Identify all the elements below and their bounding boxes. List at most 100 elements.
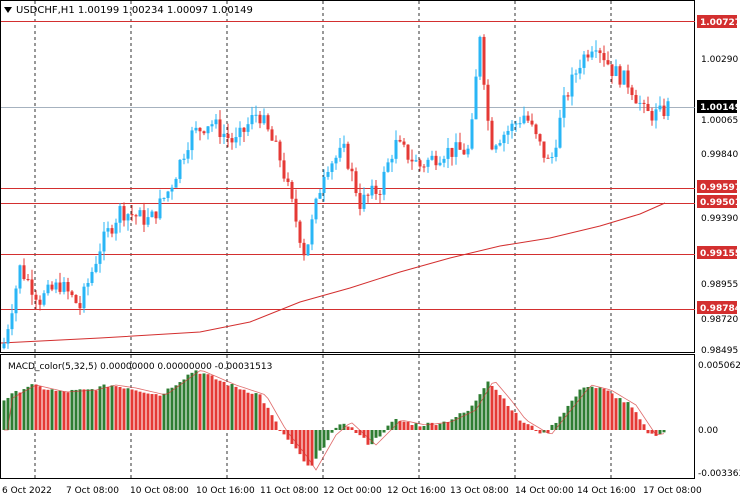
histogram-bar [278, 430, 282, 431]
candle-body [306, 244, 310, 256]
histogram-bar [202, 373, 206, 430]
candle-body [622, 70, 626, 85]
level-label-bg [697, 301, 737, 314]
histogram-bar [546, 430, 550, 433]
candle-body [266, 115, 270, 130]
candle-body [242, 127, 246, 132]
candle-body [650, 110, 654, 121]
histogram-bar [358, 430, 362, 436]
histogram-bar [2, 400, 6, 430]
histogram-bar [634, 412, 638, 430]
histogram-bar [622, 402, 626, 430]
candle-body [126, 214, 130, 221]
candle-body [498, 143, 502, 146]
candle-body [146, 217, 150, 225]
candle-body [366, 194, 370, 196]
histogram-bar [122, 388, 126, 430]
histogram-bar [194, 370, 198, 430]
candle-body [394, 139, 398, 159]
time-label: 12 Oct 16:00 [387, 486, 446, 496]
candle-body [274, 140, 278, 142]
candle-body [574, 73, 578, 75]
histogram-bar [610, 393, 614, 430]
histogram-bar [334, 427, 338, 430]
histogram-bar [318, 430, 322, 451]
histogram-bar [54, 390, 58, 430]
histogram-bar [614, 398, 618, 430]
histogram-bar [354, 430, 358, 434]
histogram-bar [222, 381, 226, 430]
candle-body [198, 127, 202, 132]
histogram-bar [386, 425, 390, 430]
candlesticks [2, 34, 670, 350]
histogram-bar [214, 379, 218, 430]
histogram-bar [578, 389, 582, 430]
candle-body [122, 206, 126, 221]
main-chart-frame [0, 0, 695, 353]
price-tick: 0.99840 [701, 150, 738, 160]
candle-body [446, 147, 450, 159]
histogram-bar [510, 410, 514, 430]
histogram-bar [170, 387, 174, 430]
candle-body [414, 160, 418, 162]
histogram-bar [258, 394, 262, 430]
candle-body [322, 176, 326, 193]
candle-body [338, 147, 342, 158]
candle-body [110, 228, 114, 234]
histogram-bar [154, 394, 158, 430]
histogram-bar [234, 386, 238, 430]
candle-body [82, 286, 86, 309]
histogram-bar [130, 389, 134, 430]
candle-body [494, 145, 498, 150]
price-tick: 1.00065 [701, 116, 738, 126]
candle-body [258, 114, 262, 124]
histogram-bar [198, 373, 202, 430]
candle-body [426, 159, 430, 167]
histogram-bar [586, 387, 590, 430]
candle-body [614, 66, 618, 76]
dropdown-arrow-icon[interactable] [4, 7, 12, 13]
histogram-bar [374, 430, 378, 438]
candle-body [202, 131, 206, 134]
price-tick: 0.98720 [701, 315, 738, 325]
histogram-bar [566, 405, 570, 430]
histogram-bar [446, 422, 450, 430]
candle-body [74, 295, 78, 304]
histogram-bar [282, 430, 286, 435]
histogram-bar [462, 412, 466, 430]
histogram-bar [42, 389, 46, 430]
histogram-bar [262, 403, 266, 430]
candle-body [458, 142, 462, 150]
candle-body [390, 158, 394, 163]
histogram-bar [146, 393, 150, 430]
histogram-bar [646, 430, 650, 434]
candle-body [130, 214, 134, 216]
histogram-bar [550, 424, 554, 430]
histogram-bar [150, 394, 154, 430]
candle-body [634, 95, 638, 104]
candle-body [658, 105, 662, 110]
current-price-label: 1.00149 [700, 103, 740, 113]
candle-body [378, 193, 382, 195]
level-label: 0.98784 [700, 304, 740, 314]
candle-body [278, 141, 282, 161]
histogram-bar [514, 412, 518, 430]
candle-body [26, 279, 30, 281]
histogram-bar [338, 424, 342, 430]
candle-body [566, 95, 570, 97]
candle-body [326, 171, 330, 177]
histogram-bar [66, 392, 70, 430]
time-label: 13 Oct 08:00 [450, 486, 509, 496]
histogram-bar [438, 423, 442, 430]
histogram-bar [186, 374, 190, 430]
histogram-bar [454, 416, 458, 430]
histogram-bar [506, 405, 510, 430]
histogram-bar [286, 430, 290, 440]
candle-body [610, 64, 614, 76]
level-label-bg [697, 246, 737, 259]
candle-body [358, 193, 362, 209]
candle-body [142, 210, 146, 225]
histogram-bar [326, 430, 330, 441]
histogram-bar [422, 425, 426, 430]
